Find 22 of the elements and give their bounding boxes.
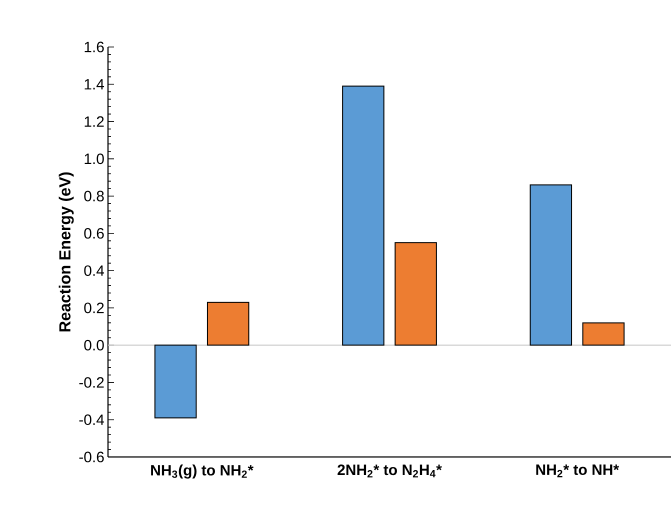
x-tick-label: NH$_{3}$(g) to NH$_{2}$*: [151, 464, 254, 479]
y-axis-title: Reaction Energy (eV): [58, 172, 74, 332]
bar: [342, 86, 384, 346]
x-tick-label: 2NH$_{2}$* to N$_{2}$H$_{4}$*: [338, 464, 442, 478]
y-tick-label: -0.2: [79, 377, 104, 388]
y-tick-label: 0.0: [84, 340, 104, 350]
y-tick-label: 1.6: [84, 42, 104, 52]
y-tick-label: 0.6: [84, 228, 104, 239]
bar: [206, 302, 250, 346]
y-tick-label: -0.4: [79, 414, 104, 426]
bar: [394, 242, 437, 346]
y-tick-label: 0.4: [84, 265, 104, 276]
y-tick-label: 1.0: [84, 154, 104, 164]
y-tick-label: 1.2: [84, 116, 104, 127]
bar: [582, 322, 625, 346]
y-tick-label: 0.2: [84, 302, 104, 314]
y-tick-label: 0.8: [84, 190, 104, 202]
y-tick-label: 1.4: [84, 79, 104, 90]
bar: [530, 184, 572, 346]
bar: [154, 344, 197, 418]
y-tick-label: -0.6: [79, 452, 104, 462]
x-tick-label: NH$_{2}$* to NH*: [536, 464, 620, 478]
